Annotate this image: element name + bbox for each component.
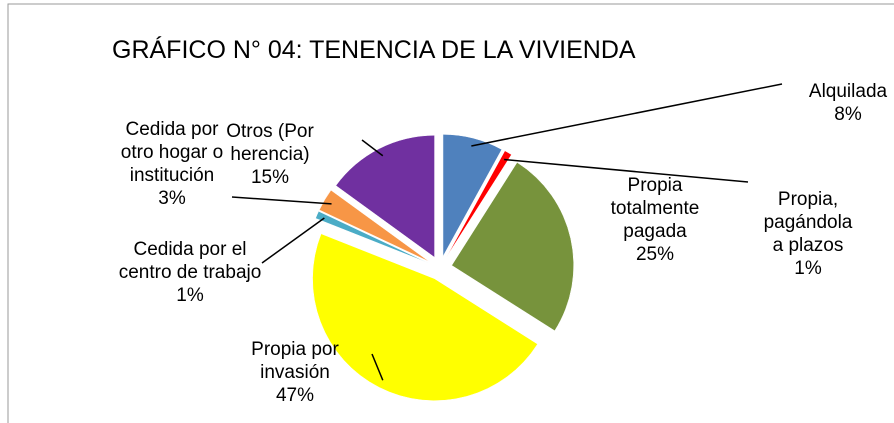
category-label: Cedida por otro hogar o institución (120, 119, 224, 186)
slice-label: Cedida por otro hogar o institución 3% (112, 118, 232, 210)
pie-slice (445, 150, 512, 258)
pie-slice (335, 135, 435, 258)
value-label: 47% (275, 385, 315, 406)
value-label: 15% (250, 167, 290, 188)
leader-line (231, 196, 332, 205)
category-label: Alquilada (808, 81, 888, 102)
value-label: 8% (834, 104, 862, 125)
value-label: 3% (158, 188, 186, 209)
pie-slice (315, 210, 430, 264)
leader-line (261, 217, 325, 264)
slice-label: Alquilada 8% (798, 80, 894, 126)
category-label: Otros (Por herencia) (226, 121, 314, 165)
leader-line (371, 353, 384, 381)
pie-slice (451, 162, 574, 332)
value-label: 1% (176, 285, 204, 306)
value-label: 25% (635, 244, 675, 265)
category-label: Propia, pagándola a plazos (763, 189, 853, 256)
value-label: 1% (794, 258, 822, 279)
leader-line (361, 139, 384, 157)
slice-label: Propia por invasión 47% (230, 338, 360, 407)
category-label: Propia por invasión (251, 339, 339, 383)
slice-label: Propia, pagándola a plazos 1% (762, 188, 854, 280)
slice-label: Propia totalmente pagada 25% (595, 174, 715, 266)
slice-label: Cedida por el centro de trabajo 1% (115, 238, 265, 307)
pie-slice (312, 233, 538, 401)
category-label: Propia totalmente pagada (610, 175, 700, 242)
leader-line (471, 83, 783, 147)
category-label: Cedida por el centro de trabajo (118, 239, 262, 283)
slice-label: Otros (Por herencia) 15% (215, 120, 325, 189)
pie-slice (318, 189, 430, 263)
frame (7, 3, 894, 423)
pie-slice (442, 134, 503, 257)
leader-line (504, 158, 749, 183)
chart-title: GRÁFICO N° 04: TENENCIA DE LA VIVIENDA (112, 36, 636, 64)
